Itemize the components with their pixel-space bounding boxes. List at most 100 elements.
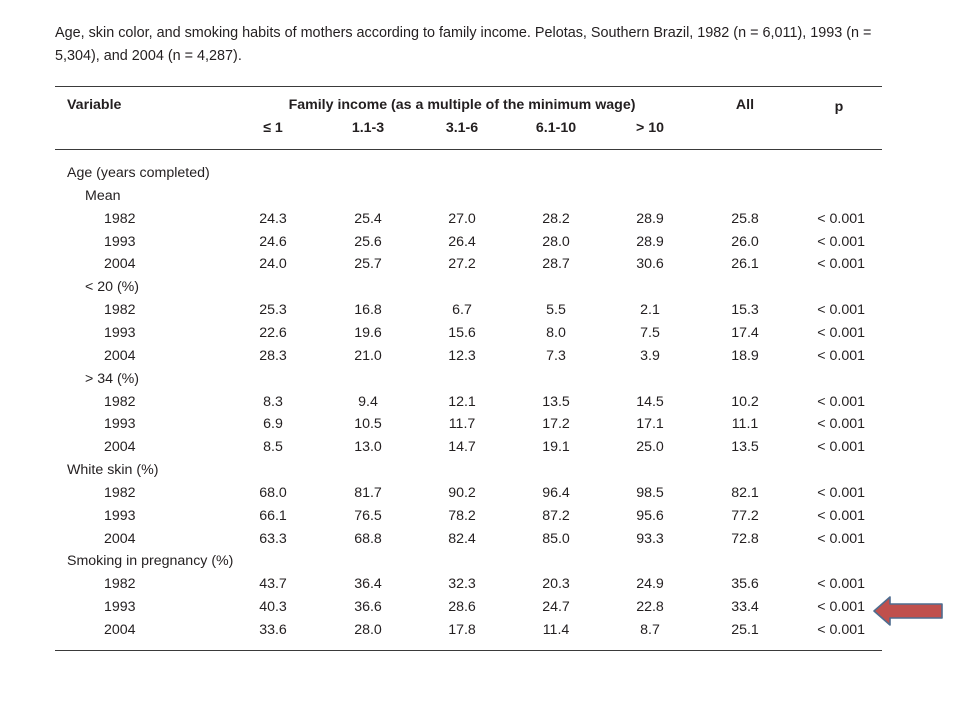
table-cell-income: 28.9 xyxy=(636,233,664,250)
table-cell-income: 10.5 xyxy=(354,416,382,433)
table-cell-all: 18.9 xyxy=(731,347,759,364)
table-cell-income: 25.6 xyxy=(354,233,382,250)
header-family-income: Family income (as a multiple of the mini… xyxy=(288,97,636,113)
header-all: All xyxy=(735,97,755,113)
table-cell-p: < 0.001 xyxy=(817,576,865,593)
table-cell-income: 12.1 xyxy=(448,393,476,410)
table-cell-income: 95.6 xyxy=(636,507,664,524)
row-year-label: 2004 xyxy=(104,347,136,364)
table-cell-income: 36.6 xyxy=(354,599,382,616)
table-cell-income: 13.0 xyxy=(354,439,382,456)
table-cell-income: 43.7 xyxy=(259,576,287,593)
table-cell-all: 11.1 xyxy=(731,416,759,433)
table-cell-income: 11.7 xyxy=(448,416,476,433)
table-cell-income: 25.0 xyxy=(636,439,664,456)
table-cell-income: 22.6 xyxy=(259,324,287,341)
table-cell-income: 93.3 xyxy=(636,530,664,547)
table-cell-income: 2.1 xyxy=(640,302,660,319)
table-caption: Age, skin color, and smoking habits of m… xyxy=(55,25,872,64)
row-group-label: Mean xyxy=(85,187,121,204)
table-cell-income: 32.3 xyxy=(448,576,476,593)
table-cell-income: 68.8 xyxy=(354,530,382,547)
table-cell-all: 13.5 xyxy=(731,439,759,456)
table-cell-income: 25.3 xyxy=(259,302,287,319)
table-cell-income: 6.9 xyxy=(263,416,283,433)
table-cell-income: 15.6 xyxy=(448,324,476,341)
table-cell-all: 15.3 xyxy=(731,302,759,319)
table-cell-income: 19.6 xyxy=(354,324,382,341)
table-cell-all: 33.4 xyxy=(731,599,759,616)
table-cell-all: 72.8 xyxy=(731,530,759,547)
table-cell-income: 24.7 xyxy=(542,599,570,616)
table-cell-income: 17.2 xyxy=(542,416,570,433)
table-cell-income: 19.1 xyxy=(542,439,570,456)
table-cell-all: 77.2 xyxy=(731,507,759,524)
row-group-label: Smoking in pregnancy (%) xyxy=(67,553,234,570)
table-cell-income: 28.0 xyxy=(354,622,382,638)
table-cell-income: 5.5 xyxy=(546,302,566,319)
table-cell-all: 35.6 xyxy=(731,576,759,593)
table-cell-income: 76.5 xyxy=(354,507,382,524)
table-cell-income: 82.4 xyxy=(448,530,476,547)
table-cell-all: 25.1 xyxy=(731,622,759,638)
row-year-label: 1993 xyxy=(104,233,136,250)
row-year-label: 1993 xyxy=(104,416,136,433)
table-cell-income: 81.7 xyxy=(354,484,382,501)
row-year-label: 2004 xyxy=(104,530,136,547)
table-cell-income: 33.6 xyxy=(259,622,287,638)
table-bottom-rule xyxy=(55,650,882,651)
table-cell-income: 26.4 xyxy=(448,233,476,250)
row-year-label: 2004 xyxy=(104,622,136,638)
table-cell-income: 24.9 xyxy=(636,576,664,593)
table-cell-income: 8.7 xyxy=(640,622,660,638)
table-cell-p: < 0.001 xyxy=(817,210,865,227)
table-cell-income: 63.3 xyxy=(259,530,287,547)
table-cell-income: 16.8 xyxy=(354,302,382,319)
row-group-label: Age (years completed) xyxy=(67,165,210,181)
table-cell-income: 14.5 xyxy=(636,393,664,410)
table-cell-income: 28.0 xyxy=(542,233,570,250)
table-cell-p: < 0.001 xyxy=(817,324,865,341)
table-cell-p: < 0.001 xyxy=(817,530,865,547)
table-cell-all: 26.0 xyxy=(731,233,759,250)
table-cell-income: 40.3 xyxy=(259,599,287,616)
table-cell-income: 17.8 xyxy=(448,622,476,638)
row-year-label: 1982 xyxy=(104,393,136,410)
table-cell-income: 28.2 xyxy=(542,210,570,227)
table-cell-p: < 0.001 xyxy=(817,599,865,616)
table-cell-p: < 0.001 xyxy=(817,347,865,364)
table-cell-p: < 0.001 xyxy=(817,416,865,433)
table-cell-all: 10.2 xyxy=(731,393,759,410)
row-year-label: 1993 xyxy=(104,599,136,616)
table-cell-income: 66.1 xyxy=(259,507,287,524)
row-group-label: > 34 (%) xyxy=(85,370,140,387)
table-cell-income: 68.0 xyxy=(259,484,287,501)
table-cell-all: 26.1 xyxy=(731,256,759,273)
table-cell-income: 11.4 xyxy=(542,622,570,638)
table-cell-p: < 0.001 xyxy=(817,256,865,273)
row-group-label: < 20 (%) xyxy=(85,279,140,296)
row-year-label: 1993 xyxy=(104,324,136,341)
header-income-col: > 10 xyxy=(635,120,665,136)
table-cell-income: 6.7 xyxy=(452,302,472,319)
header-income-col: 1.1-3 xyxy=(351,120,385,136)
table-cell-income: 28.3 xyxy=(259,347,287,364)
table-cell-all: 25.8 xyxy=(731,210,759,227)
table-cell-income: 7.3 xyxy=(546,347,566,364)
header-income-col: 3.1-6 xyxy=(445,120,479,136)
row-year-label: 1982 xyxy=(104,302,136,319)
table-cell-income: 14.7 xyxy=(448,439,476,456)
row-year-label: 1982 xyxy=(104,210,136,227)
table-cell-p: < 0.001 xyxy=(817,622,865,638)
table-cell-income: 24.0 xyxy=(259,256,287,273)
table-cell-income: 20.3 xyxy=(542,576,570,593)
header-p: p xyxy=(834,99,844,115)
table-cell-income: 27.0 xyxy=(448,210,476,227)
table-cell-income: 9.4 xyxy=(358,393,378,410)
table-cell-income: 8.3 xyxy=(263,393,283,410)
header-income-col: 6.1-10 xyxy=(535,120,577,136)
table-cell-income: 28.6 xyxy=(448,599,476,616)
table-cell-income: 25.4 xyxy=(354,210,382,227)
header-income-col: ≤ 1 xyxy=(263,120,283,136)
table-cell-income: 78.2 xyxy=(448,507,476,524)
